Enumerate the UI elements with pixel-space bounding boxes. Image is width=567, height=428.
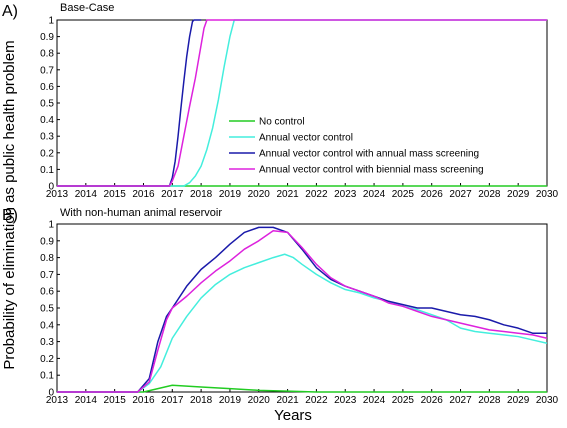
- panel-b-x-tick-label: 2014: [75, 395, 98, 406]
- panel-a-label: A): [2, 3, 18, 20]
- panel-b-y-tick-label: 0.8: [40, 253, 54, 264]
- panel-b-x-tick-label: 2021: [276, 395, 299, 406]
- panel-a-x-tick-label: 2017: [161, 189, 184, 200]
- panel-a-x-tick-label: 2027: [449, 189, 472, 200]
- panel-b-x-tick-label: 2020: [248, 395, 271, 406]
- panel-a-y-tick-label: 0.2: [40, 148, 54, 159]
- panel-b-y-tick-label: 0.7: [40, 270, 54, 281]
- panel-b-series-2-line: [57, 226, 547, 393]
- panel-a-title: Base-Case: [60, 2, 114, 14]
- panel-b-x-tick-label: 2026: [421, 395, 444, 406]
- panel-a-x-tick-label: 2023: [334, 189, 357, 200]
- panel-b-label: B): [2, 207, 18, 224]
- legend: No control Annual vector control Annual ve…: [225, 112, 537, 178]
- panel-b-y-tick-label: 1: [48, 220, 54, 231]
- panel-b-series-1-line: [57, 253, 548, 393]
- panel-b-y-tick-label: 0.3: [40, 337, 54, 348]
- panel-a-x-tick-label: 2028: [478, 189, 501, 200]
- panel-b-x-tick-label: 2016: [132, 395, 155, 406]
- panel-a-x-tick-label: 2025: [392, 189, 415, 200]
- panel-a-series-2-line: [57, 19, 202, 187]
- legend-entry-1: Annual vector control: [259, 133, 353, 144]
- panel-a-y-tick-label: 1: [48, 16, 54, 27]
- panel-b-x-tick-label: 2029: [507, 395, 530, 406]
- panel-b-x-tick-label: 2024: [363, 395, 386, 406]
- panel-b-x-tick-label: 2027: [449, 395, 472, 406]
- panel-b-y-tick-label: 0.4: [40, 320, 54, 331]
- panel-a-x-tick-label: 2021: [276, 189, 299, 200]
- panel-a-x-tick-label: 2016: [132, 189, 155, 200]
- panel-a-y-tick-label: 0.7: [40, 65, 54, 76]
- panel-a-y-tick-label: 0.5: [40, 99, 54, 110]
- panel-b-title: With non-human animal reservoir: [60, 207, 222, 219]
- panel-b-series-3-line: [57, 229, 548, 393]
- panel-b-y-tick-label: 0.9: [40, 236, 54, 247]
- legend-entry-0: No control: [259, 117, 305, 128]
- legend-entry-3: Annual vector control with biennial mass…: [259, 165, 484, 176]
- panel-b-y-tick-label: 0: [48, 388, 54, 399]
- panel-b-x-tick-label: 2025: [392, 395, 415, 406]
- panel-b-y-tick-label: 0.5: [40, 304, 54, 315]
- panel-a-x-tick-label: 2013: [46, 189, 69, 200]
- panel-b-x-tick-label: 2019: [219, 395, 242, 406]
- panel-b-y-tick-label: 0.6: [40, 287, 54, 298]
- panel-a-x-tick-label: 2014: [75, 189, 98, 200]
- panel-a-y-tick-label: 0.6: [40, 82, 54, 93]
- panel-a-y-tick-label: 0.1: [40, 165, 54, 176]
- panel-b-x-tick-label: 2023: [334, 395, 357, 406]
- panel-a-x-tick-label: 2018: [190, 189, 213, 200]
- panel-a-x-tick-label: 2026: [421, 189, 444, 200]
- panel-b-x-tick-label: 2030: [536, 395, 559, 406]
- panel-a-y-tick-label: 0: [48, 182, 54, 193]
- panel-a-series-3-line: [57, 19, 547, 187]
- panel-a-x-tick-label: 2024: [363, 189, 386, 200]
- panel-a-y-tick-label: 0.8: [40, 49, 54, 60]
- y-axis-title: Probability of elimination as public hea…: [1, 40, 18, 369]
- panel-b-x-tick-label: 2015: [104, 395, 127, 406]
- panel-a-x-tick-label: 2020: [248, 189, 271, 200]
- panel-a-x-tick-label: 2030: [536, 189, 559, 200]
- panel-a-x-tick-label: 2029: [507, 189, 530, 200]
- panel-a-y-tick-label: 0.3: [40, 132, 54, 143]
- panel-a-y-tick-label: 0.4: [40, 115, 54, 126]
- panel-b-x-tick-label: 2022: [305, 395, 328, 406]
- panel-a-x-tick-label: 2022: [305, 189, 328, 200]
- panel-a-y-tick-label: 0.9: [40, 32, 54, 43]
- panel-b-y-tick-label: 0.2: [40, 354, 54, 365]
- panel-a-x-tick-label: 2019: [219, 189, 242, 200]
- legend-box: [225, 112, 537, 178]
- panel-a-x-tick-label: 2015: [104, 189, 127, 200]
- panel-b-x-tick-label: 2018: [190, 395, 213, 406]
- panel-a: A) Base-Case 2013 2014 2015 2016 2017 2018 201…: [2, 2, 559, 200]
- panel-b-x-tick-label: 2017: [161, 395, 184, 406]
- panel-b-x-tick-label: 2013: [46, 395, 69, 406]
- panel-b-x-tick-label: 2028: [478, 395, 501, 406]
- panel-b-y-tick-label: 0.1: [40, 371, 54, 382]
- x-axis-title: Years: [274, 407, 312, 424]
- legend-entry-2: Annual vector control with annual mass s…: [259, 149, 479, 160]
- panel-b: B) With non-human animal reservoir 2013 2…: [2, 207, 559, 406]
- panel-b-series-0-line: [57, 384, 547, 393]
